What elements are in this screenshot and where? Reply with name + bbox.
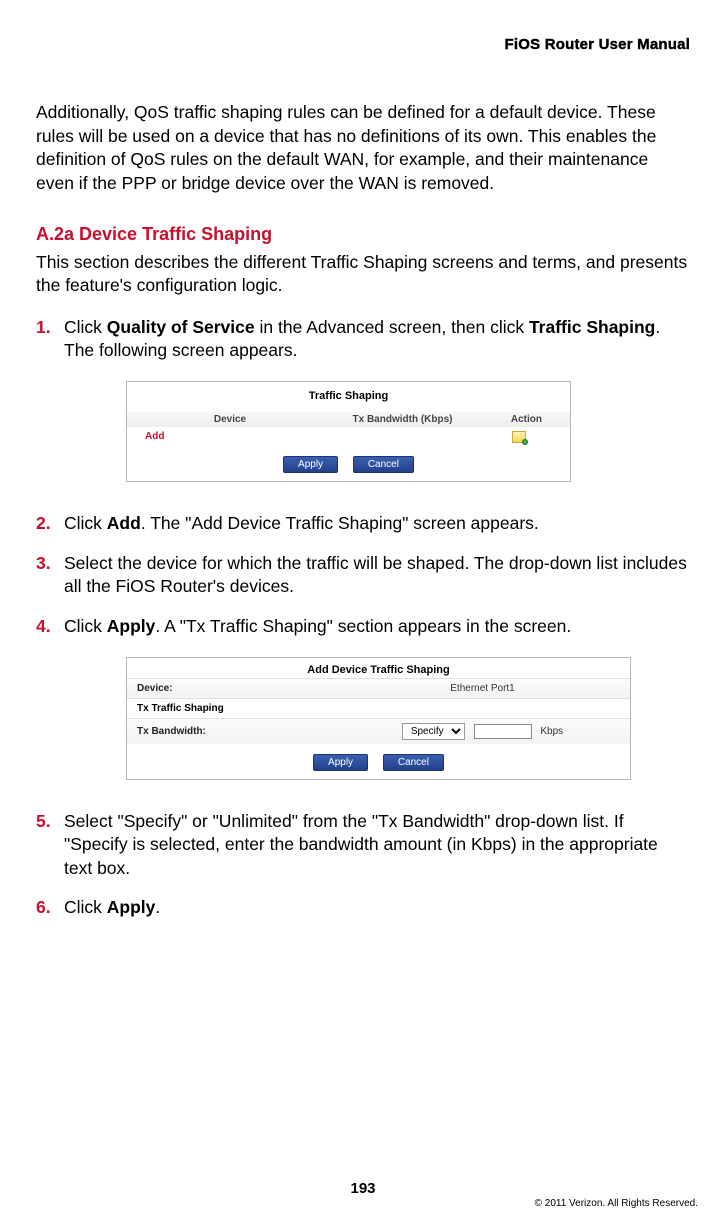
step-2: 2. Click Add. The "Add Device Traffic Sh… — [36, 512, 690, 536]
step-body: Click Apply. A "Tx Traffic Shaping" sect… — [64, 615, 690, 639]
step-number: 1. — [36, 316, 64, 363]
step-number: 4. — [36, 615, 64, 639]
cancel-button[interactable]: Cancel — [383, 754, 444, 771]
device-label: Device: — [137, 683, 337, 694]
row-device: Device: Ethernet Port1 — [127, 678, 630, 698]
cancel-button[interactable]: Cancel — [353, 456, 414, 473]
row-bandwidth: Tx Bandwidth: Specify Kbps — [127, 718, 630, 744]
step-number: 6. — [36, 896, 64, 920]
step-body: Select "Specify" or "Unlimited" from the… — [64, 810, 690, 881]
step-body: Select the device for which the traffic … — [64, 552, 690, 599]
bold: Traffic Shaping — [529, 317, 655, 337]
step-number: 5. — [36, 810, 64, 881]
text: Click — [64, 317, 107, 337]
apply-button[interactable]: Apply — [283, 456, 338, 473]
step-6: 6. Click Apply. — [36, 896, 690, 920]
col-action: Action — [490, 414, 552, 425]
bold: Quality of Service — [107, 317, 255, 337]
figure-add-device-traffic-shaping: Add Device Traffic Shaping Device: Ether… — [126, 657, 631, 780]
bandwidth-unit: Kbps — [540, 726, 563, 737]
bandwidth-select[interactable]: Specify — [402, 723, 465, 740]
step-body: Click Add. The "Add Device Traffic Shapi… — [64, 512, 690, 536]
step-body: Click Apply. — [64, 896, 690, 920]
bandwidth-input[interactable] — [474, 724, 532, 739]
apply-button[interactable]: Apply — [313, 754, 368, 771]
copyright: © 2011 Verizon. All Rights Reserved. — [535, 1198, 698, 1209]
intro-paragraph: Additionally, QoS traffic shaping rules … — [36, 101, 690, 196]
add-label: Add — [145, 431, 164, 442]
running-header: FiOS Router User Manual — [36, 36, 690, 53]
text: . A "Tx Traffic Shaping" section appears… — [155, 616, 571, 636]
section-heading: A.2a Device Traffic Shaping — [36, 224, 690, 245]
step-1: 1. Click Quality of Service in the Advan… — [36, 316, 690, 363]
step-5: 5. Select "Specify" or "Unlimited" from … — [36, 810, 690, 881]
figure-traffic-shaping: Traffic Shaping Device Tx Bandwidth (Kbp… — [126, 381, 571, 482]
bold: Apply — [107, 616, 156, 636]
bold: Apply — [107, 897, 156, 917]
text: Click — [64, 897, 107, 917]
device-value: Ethernet Port1 — [337, 683, 620, 694]
add-link[interactable]: Add — [127, 427, 570, 446]
step-body: Click Quality of Service in the Advanced… — [64, 316, 690, 363]
add-icon[interactable] — [512, 431, 526, 443]
table-header: Device Tx Bandwidth (Kbps) Action — [127, 412, 570, 427]
col-bandwidth: Tx Bandwidth (Kbps) — [315, 414, 490, 425]
section-body: This section describes the different Tra… — [36, 251, 690, 298]
text: . — [155, 897, 160, 917]
figure-title: Traffic Shaping — [127, 390, 570, 402]
text: in the Advanced screen, then click — [255, 317, 529, 337]
col-device: Device — [145, 414, 315, 425]
step-3: 3. Select the device for which the traff… — [36, 552, 690, 599]
bold: Add — [107, 513, 141, 533]
page-number: 193 — [0, 1180, 726, 1197]
step-4: 4. Click Apply. A "Tx Traffic Shaping" s… — [36, 615, 690, 639]
text: Click — [64, 616, 107, 636]
bandwidth-label: Tx Bandwidth: — [137, 726, 337, 737]
subheading-tx-traffic-shaping: Tx Traffic Shaping — [127, 698, 630, 718]
text: Click — [64, 513, 107, 533]
step-number: 3. — [36, 552, 64, 599]
figure-title: Add Device Traffic Shaping — [127, 664, 630, 676]
step-number: 2. — [36, 512, 64, 536]
text: . The "Add Device Traffic Shaping" scree… — [141, 513, 539, 533]
